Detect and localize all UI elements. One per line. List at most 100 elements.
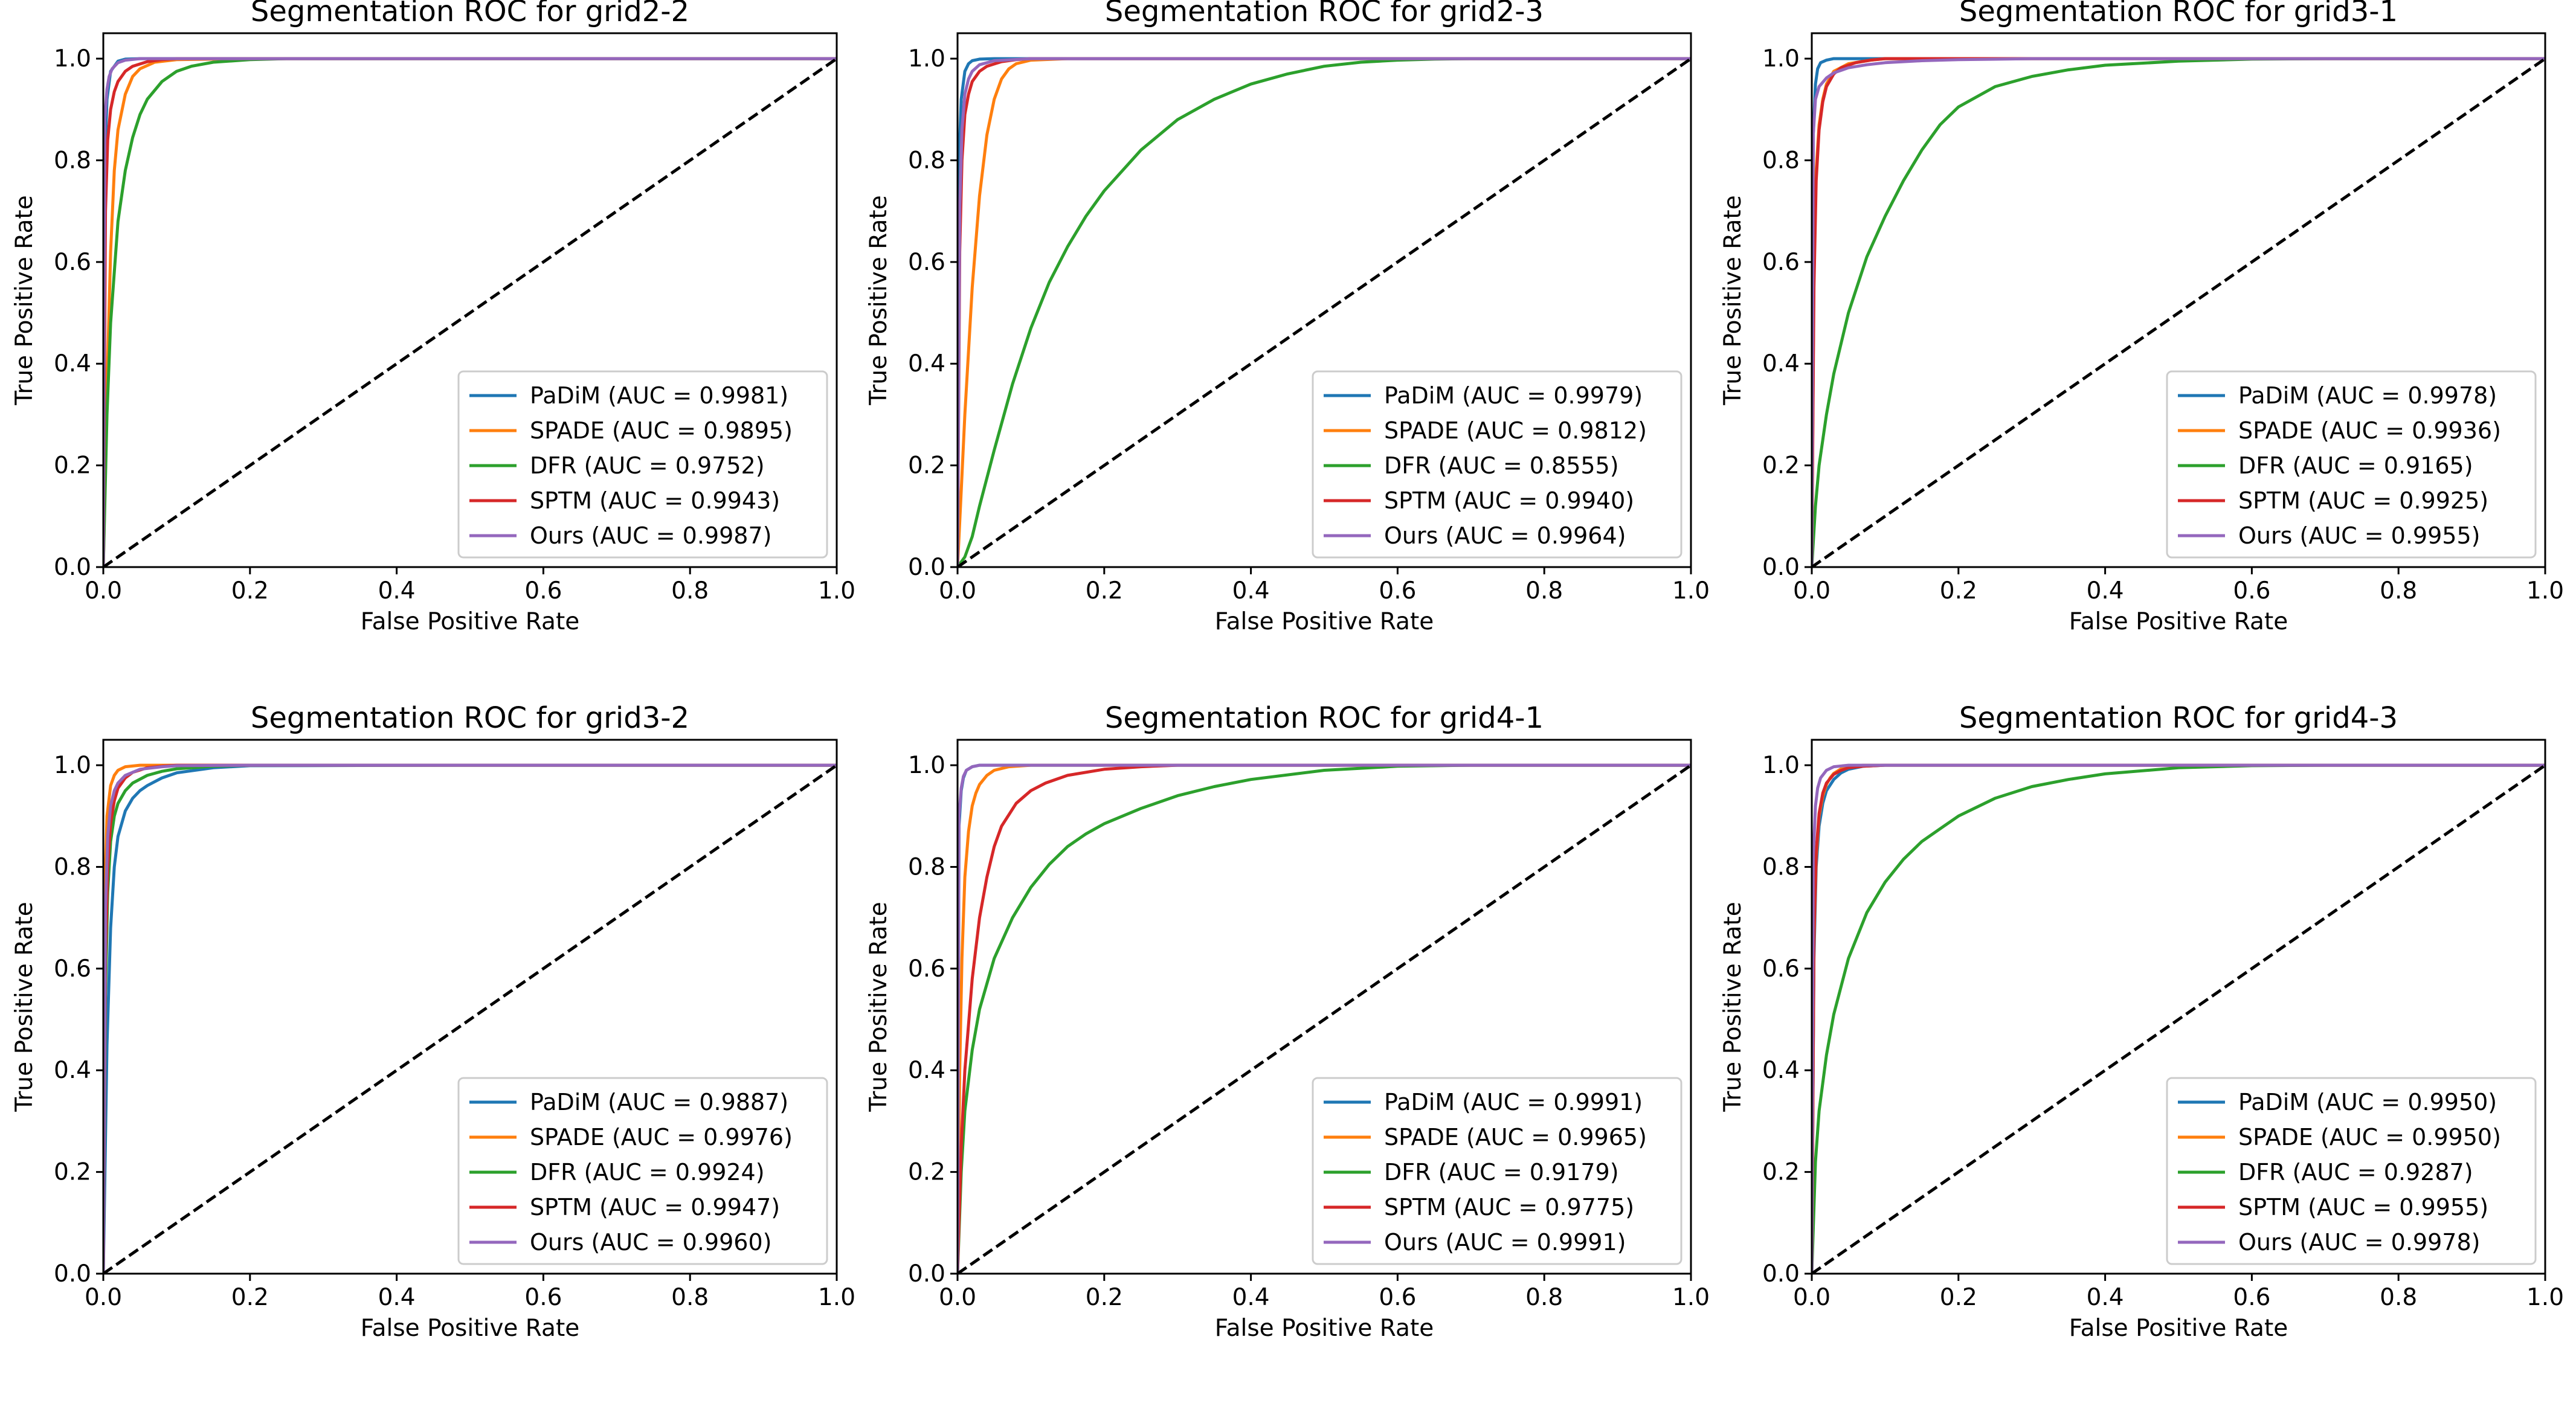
series-lines xyxy=(103,57,837,567)
legend-entry-sptm: SPTM (AUC = 0.9943) xyxy=(530,487,780,514)
series-line-ours xyxy=(958,763,1691,1274)
legend-entry-sptm: SPTM (AUC = 0.9940) xyxy=(1384,487,1634,514)
x-tick-label: 0.6 xyxy=(524,577,562,605)
legend-entry-dfr: DFR (AUC = 0.9165) xyxy=(2238,452,2473,479)
y-tick-label: 1.0 xyxy=(54,45,91,72)
roc-panel-4: Segmentation ROC for grid3-2 0.00.0 0.2 0.2… xyxy=(11,701,855,1342)
chart-title: Segmentation ROC for grid4-3 xyxy=(1959,701,2398,735)
y-axis-label: True Positive Rate xyxy=(1719,902,1747,1112)
legend-entry-dfr: DFR (AUC = 0.9924) xyxy=(530,1159,765,1185)
x-axis-label: False Positive Rate xyxy=(2069,608,2288,635)
y-tick-label: 1.0 xyxy=(54,752,91,779)
series-lines xyxy=(103,763,837,1274)
legend-entry-ours: Ours (AUC = 0.9964) xyxy=(1384,522,1626,549)
series-line-ours xyxy=(103,763,837,1274)
x-tick-label: 0.8 xyxy=(2380,1284,2417,1311)
x-tick-label: 1.0 xyxy=(2526,1284,2564,1311)
series-line-ours xyxy=(103,57,837,567)
legend-entry-padim: PaDiM (AUC = 0.9979) xyxy=(1384,382,1643,409)
x-tick-label: 1.0 xyxy=(818,577,855,605)
y-tick-label: 0.0 xyxy=(908,1260,945,1288)
y-tick-label: 0.6 xyxy=(908,955,945,983)
x-tick-label: 0.4 xyxy=(378,1284,416,1311)
x-tick-label: 0.8 xyxy=(1525,1284,1563,1311)
y-tick-label: 1.0 xyxy=(908,45,945,72)
y-tick-label: 0.0 xyxy=(908,554,945,581)
y-tick-label: 0.4 xyxy=(1762,1057,1800,1084)
y-tick-label: 0.4 xyxy=(908,1057,945,1084)
chart-title: Segmentation ROC for grid3-2 xyxy=(251,701,689,735)
legend-box xyxy=(2166,1077,2537,1265)
x-tick-label: 1.0 xyxy=(2526,577,2564,605)
y-tick-label: 0.4 xyxy=(54,350,91,377)
roc-panel-1: Segmentation ROC for grid2-2 0.00.0 0.2 0.2… xyxy=(11,0,855,635)
legend: PaDiM (AUC = 0.9887) SPADE (AUC = 0.9976)… xyxy=(457,1077,828,1265)
x-tick-label: 0.2 xyxy=(1086,1284,1123,1311)
x-axis-label: False Positive Rate xyxy=(1215,1315,1434,1342)
x-tick-label: 0.0 xyxy=(939,577,976,605)
series-lines xyxy=(958,57,1691,567)
legend: PaDiM (AUC = 0.9979) SPADE (AUC = 0.9812)… xyxy=(1312,370,1682,559)
x-tick-label: 0.4 xyxy=(1232,1284,1270,1311)
series-line-dfr xyxy=(1812,57,2545,567)
axes-frame xyxy=(1811,32,2546,568)
series-lines xyxy=(1812,763,2545,1274)
legend-entry-ours: Ours (AUC = 0.9991) xyxy=(1384,1229,1626,1256)
x-tick-label: 0.8 xyxy=(671,577,709,605)
legend-entry-sptm: SPTM (AUC = 0.9775) xyxy=(1384,1194,1634,1221)
x-tick-label: 0.8 xyxy=(1525,577,1563,605)
y-tick-label: 0.0 xyxy=(1762,554,1800,581)
axes-frame xyxy=(102,739,838,1275)
x-tick-label: 0.6 xyxy=(1379,1284,1416,1311)
legend-entry-padim: PaDiM (AUC = 0.9950) xyxy=(2238,1089,2497,1115)
x-axis-label: False Positive Rate xyxy=(1215,608,1434,635)
y-tick-label: 0.2 xyxy=(54,1159,91,1186)
legend-entry-dfr: DFR (AUC = 0.9179) xyxy=(1384,1159,1619,1185)
legend-entry-sptm: SPTM (AUC = 0.9925) xyxy=(2238,487,2488,514)
chance-diagonal xyxy=(103,57,837,567)
axes-frame xyxy=(956,739,1692,1275)
y-tick-label: 0.8 xyxy=(1762,853,1800,881)
legend: PaDiM (AUC = 0.9978) SPADE (AUC = 0.9936)… xyxy=(2166,370,2537,559)
y-tick-label: 0.4 xyxy=(1762,350,1800,377)
x-tick-label: 1.0 xyxy=(1672,1284,1710,1311)
y-axis-label: True Positive Rate xyxy=(1719,195,1747,405)
series-line-ours xyxy=(1812,57,2545,567)
roc-panel-5: Segmentation ROC for grid4-1 0.00.0 0.2 0.2… xyxy=(865,701,1710,1342)
chart-title: Segmentation ROC for grid3-1 xyxy=(1959,0,2398,28)
legend-entry-ours: Ours (AUC = 0.9955) xyxy=(2238,522,2480,549)
x-tick-label: 0.2 xyxy=(231,1284,269,1311)
y-tick-label: 0.8 xyxy=(1762,147,1800,174)
legend-entry-sptm: SPTM (AUC = 0.9955) xyxy=(2238,1194,2488,1221)
x-axis-label: False Positive Rate xyxy=(361,608,579,635)
chance-diagonal xyxy=(958,764,1691,1274)
y-tick-label: 0.2 xyxy=(1762,1159,1800,1186)
legend-entry-ours: Ours (AUC = 0.9987) xyxy=(530,522,771,549)
y-tick-label: 0.8 xyxy=(908,853,945,881)
chance-diagonal xyxy=(103,764,837,1274)
series-line-dfr xyxy=(1812,763,2545,1274)
x-tick-label: 0.0 xyxy=(85,1284,122,1311)
x-tick-label: 0.4 xyxy=(2087,1284,2124,1311)
axes-frame xyxy=(1811,739,2546,1275)
chart-title: Segmentation ROC for grid4-1 xyxy=(1105,701,1544,735)
y-tick-label: 0.8 xyxy=(54,853,91,881)
legend-entry-padim: PaDiM (AUC = 0.9978) xyxy=(2238,382,2497,409)
legend-entry-spade: SPADE (AUC = 0.9976) xyxy=(530,1124,793,1150)
axes-frame xyxy=(102,32,838,568)
legend-box xyxy=(1312,370,1682,559)
legend-entry-spade: SPADE (AUC = 0.9936) xyxy=(2238,417,2501,444)
legend-entry-spade: SPADE (AUC = 0.9965) xyxy=(1384,1124,1647,1150)
y-tick-label: 0.6 xyxy=(1762,955,1800,983)
legend-entry-ours: Ours (AUC = 0.9960) xyxy=(530,1229,771,1256)
legend-entry-padim: PaDiM (AUC = 0.9991) xyxy=(1384,1089,1643,1115)
legend-box xyxy=(2166,370,2537,559)
legend-entry-padim: PaDiM (AUC = 0.9887) xyxy=(530,1089,788,1115)
x-axis-label: False Positive Rate xyxy=(361,1315,579,1342)
y-tick-label: 0.2 xyxy=(908,452,945,480)
chance-diagonal xyxy=(1812,764,2545,1274)
x-tick-label: 0.6 xyxy=(1379,577,1416,605)
chance-diagonal xyxy=(1812,57,2545,567)
y-axis-label: True Positive Rate xyxy=(11,195,38,405)
y-tick-label: 0.6 xyxy=(1762,249,1800,276)
